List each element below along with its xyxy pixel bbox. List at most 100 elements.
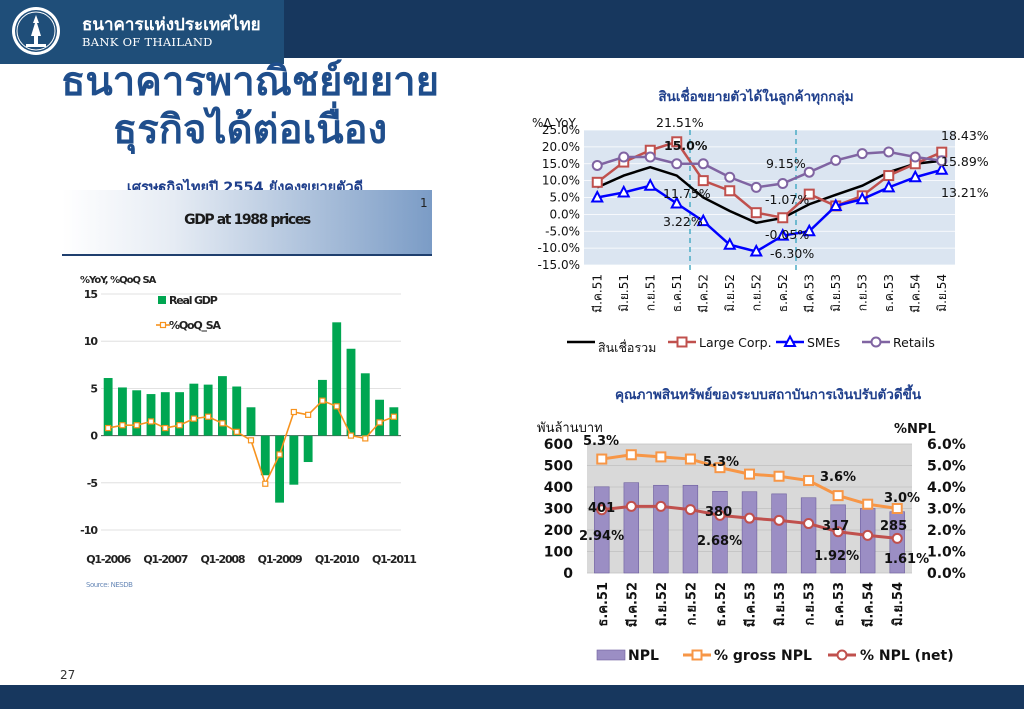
gdp-qoq-marker	[362, 435, 369, 442]
credit-series-marker	[591, 159, 603, 171]
gdp-x-tick-label: Q1-2009	[258, 553, 302, 566]
npl-series-marker	[596, 453, 608, 465]
gdp-y-tick-label: -10	[80, 524, 98, 537]
gdp-bar	[289, 435, 299, 485]
gdp-qoq-marker	[205, 413, 212, 420]
npl-bar	[741, 491, 758, 574]
npl-bar	[682, 484, 699, 574]
npl-y2-tick-label: 0.0%	[927, 566, 966, 582]
npl-data-label: 317	[822, 519, 849, 534]
npl-data-label: 1.92%	[814, 549, 859, 564]
credit-y-tick-label: 10.0%	[542, 174, 580, 188]
gdp-qoq-marker	[162, 424, 169, 432]
gdp-bar	[189, 383, 199, 436]
npl-data-label: 5.3%	[583, 434, 619, 449]
gdp-bar	[175, 392, 184, 436]
credit-data-label: 15.89%	[941, 154, 989, 169]
npl-x-tick-label: มี.ค.52	[624, 582, 640, 627]
gdp-qoq-marker	[219, 420, 226, 427]
npl-x-tick-label: มี.ค.53	[743, 582, 759, 627]
credit-x-tick-label: มิ.ย.53	[829, 274, 843, 312]
npl-data-label: 3.0%	[884, 491, 920, 506]
npl-data-label: 380	[705, 505, 732, 520]
credit-series-marker	[883, 146, 895, 158]
npl-legend-label: NPL	[628, 648, 659, 664]
credit-series-marker	[803, 188, 815, 200]
credit-x-tick-label: ก.ย.53	[855, 274, 869, 311]
credit-series-marker	[829, 198, 843, 211]
npl-y-tick-label: 600	[544, 437, 573, 453]
credit-series-marker	[670, 195, 684, 209]
credit-series-marker	[830, 154, 842, 166]
npl-x-tick-label: ก.ย.53	[803, 582, 818, 625]
npl-data-label: 401	[588, 501, 615, 516]
gdp-footnote-mark: 1	[420, 196, 428, 210]
gdp-qoq-marker	[133, 422, 140, 429]
credit-x-tick-label: มิ.ย.54	[935, 274, 949, 312]
credit-legend-marker	[676, 336, 688, 348]
gdp-qoq-marker	[247, 437, 255, 444]
gdp-qoq-marker	[262, 480, 269, 487]
npl-series-marker	[596, 504, 608, 516]
npl-series-marker	[625, 449, 637, 461]
gdp-x-tick-label: Q1-2007	[143, 553, 187, 566]
credit-y-tick-label: 25.0%	[542, 123, 580, 137]
gdp-bar	[389, 407, 399, 436]
gdp-y-tick-label: -5	[87, 477, 98, 490]
npl-y2-tick-label: 1.0%	[927, 545, 966, 561]
npl-legend-label: % gross NPL	[714, 648, 812, 664]
credit-chart-title: สินเชื่อขยายตัวได้ในลูกค้าทุกกลุ่ม	[658, 86, 853, 105]
gdp-qoq-marker	[176, 422, 183, 429]
credit-data-label: 21.51%	[656, 115, 704, 130]
npl-y2-tick-label: 5.0%	[927, 459, 966, 475]
npl-bar	[771, 493, 787, 574]
credit-series-marker	[777, 177, 789, 189]
npl-series-marker	[832, 526, 844, 538]
npl-series-marker	[803, 518, 815, 530]
gdp-y-tick-label: 5	[90, 382, 97, 395]
credit-y-tick-label: 5.0%	[550, 191, 581, 205]
gdp-bar	[360, 373, 370, 436]
npl-series-marker	[655, 500, 667, 512]
gdp-legend-marker	[159, 321, 167, 329]
credit-series-marker	[671, 136, 683, 148]
npl-x-tick-label: มิ.ย.53	[773, 582, 788, 626]
gdp-qoq-marker	[319, 397, 326, 404]
credit-series-marker	[590, 189, 604, 203]
credit-data-label: 13.21%	[941, 185, 989, 200]
npl-x-tick-label: ธ.ค.53	[832, 582, 847, 627]
credit-y-tick-label: -15.0%	[538, 258, 580, 272]
npl-legend-swatch-bar	[596, 649, 626, 661]
gdp-bar	[332, 322, 342, 436]
credit-data-label: 11.75%	[663, 186, 711, 201]
npl-chart-title: คุณภาพสินทรัพย์ของระบบสถาบันการเงินปรับต…	[615, 384, 922, 403]
credit-series-marker	[855, 191, 869, 205]
credit-legend-label: Retails	[893, 335, 935, 350]
credit-series-marker	[883, 170, 895, 182]
npl-legend-marker	[836, 649, 848, 661]
npl-legend-marker	[691, 649, 703, 661]
npl-series-marker	[625, 500, 637, 512]
credit-series-marker	[750, 181, 762, 193]
credit-series-marker	[697, 175, 709, 187]
npl-data-label: 285	[880, 519, 907, 534]
gdp-x-tick-label: Q1-2008	[201, 553, 245, 566]
npl-y-tick-label: 500	[544, 459, 573, 475]
credit-series-marker	[697, 158, 709, 170]
gdp-legend-label-bar: Real GDP	[169, 294, 218, 307]
credit-series-marker	[777, 212, 789, 224]
gdp-bar	[375, 399, 384, 436]
npl-x-tick-label: มี.ค.54	[861, 582, 877, 627]
credit-x-tick-label: มิ.ย.52	[723, 274, 737, 312]
credit-series-marker	[803, 166, 815, 178]
gdp-bar	[232, 386, 242, 436]
credit-legend-label: SMEs	[807, 335, 840, 350]
gdp-bar	[260, 435, 270, 476]
gdp-qoq-marker	[276, 451, 283, 458]
credit-legend-label: Large Corp.	[699, 335, 772, 350]
npl-y2-tick-label: 3.0%	[927, 502, 966, 518]
npl-data-label: 1.61%	[884, 552, 929, 567]
slide-title-line-1: ธนาคารพาณิชย์ขยาย	[60, 59, 440, 105]
npl-y2-tick-label: 4.0%	[927, 480, 966, 496]
npl-series-marker	[862, 529, 874, 541]
